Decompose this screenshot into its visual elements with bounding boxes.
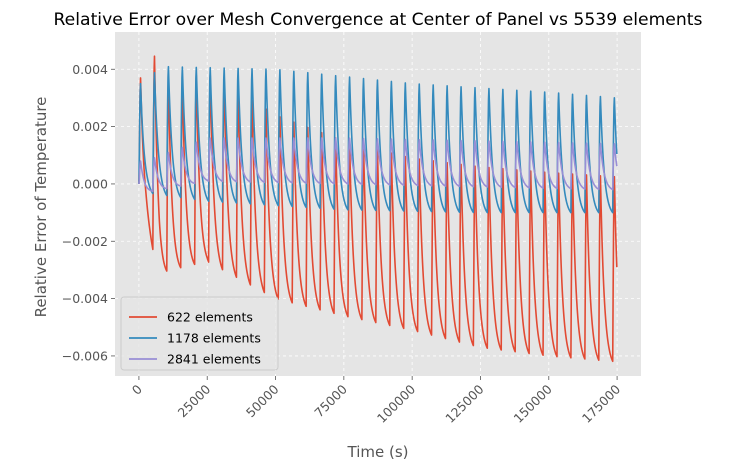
x-tick-label: 150000 [511, 381, 555, 425]
y-tick-label: 0.000 [72, 176, 108, 191]
legend-box [120, 296, 279, 371]
chart-title: Relative Error over Mesh Convergence at … [54, 10, 703, 30]
x-tick-label: 25000 [175, 381, 214, 420]
legend-label: 1178 elements [167, 331, 261, 346]
y-axis-ticks: −0.006 −0.004 −0.002 0.000 0.002 0.004 [62, 62, 115, 363]
x-axis-ticks: 0 25000 50000 75000 100000 125000 150000 175000 [129, 376, 623, 426]
series-line-1 [138, 55, 618, 363]
y-tick-label: −0.004 [62, 291, 108, 306]
x-tick-label: 75000 [311, 381, 350, 420]
legend-label: 2841 elements [167, 352, 261, 367]
x-tick-label: 50000 [243, 381, 282, 420]
series-line-3 [138, 137, 618, 193]
x-axis-label: Time (s) [347, 443, 409, 461]
series-lines [138, 55, 618, 363]
y-axis-label: Relative Error of Temperature [32, 97, 50, 318]
y-tick-label: −0.002 [62, 234, 108, 249]
y-tick-label: −0.006 [62, 348, 108, 363]
y-tick-label: 0.002 [72, 119, 108, 134]
x-tick-label: 0 [129, 381, 145, 397]
x-tick-label: 100000 [374, 381, 418, 425]
legend-label: 622 elements [167, 310, 253, 325]
y-tick-label: 0.004 [72, 62, 108, 77]
series-line-2 [138, 65, 618, 214]
x-tick-label: 175000 [579, 381, 623, 425]
legend: 622 elements 1178 elements 2841 elements [120, 296, 279, 371]
x-tick-label: 125000 [442, 381, 486, 425]
